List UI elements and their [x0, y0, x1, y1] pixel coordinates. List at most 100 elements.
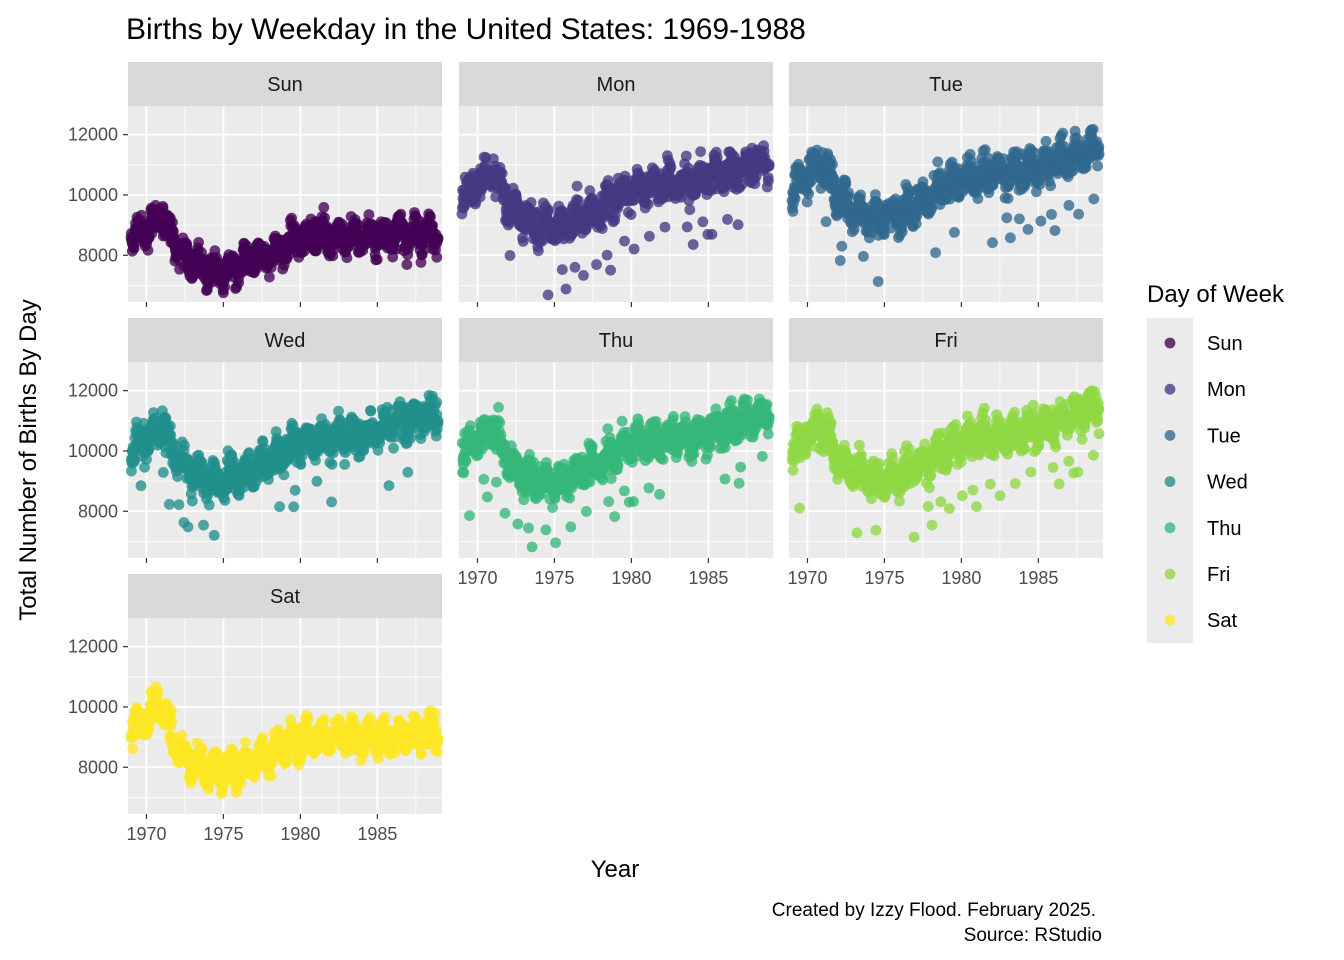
data-point [318, 202, 330, 213]
data-point [339, 459, 351, 470]
data-point [289, 484, 301, 496]
data-point [525, 197, 537, 208]
data-point [402, 466, 414, 478]
data-point [1035, 215, 1047, 227]
facet-strip-label: Tue [929, 74, 963, 96]
data-point [482, 491, 493, 503]
data-point [756, 450, 768, 462]
data-point [401, 259, 413, 270]
data-point [591, 259, 602, 270]
data-point [424, 211, 436, 223]
data-point [836, 240, 848, 252]
data-point [735, 461, 746, 473]
data-point [565, 521, 577, 533]
data-point [1087, 123, 1099, 135]
data-point [182, 521, 194, 533]
facet-strip-label: Wed [265, 330, 306, 352]
data-point [164, 420, 176, 432]
data-point [193, 237, 205, 248]
data-point [540, 524, 552, 536]
data-point [763, 175, 774, 187]
data-point [556, 264, 568, 275]
facet-strip-label: Fri [934, 330, 957, 352]
data-point [705, 441, 716, 453]
y-tick-label: 12000 [68, 381, 118, 401]
data-point [560, 283, 572, 295]
data-point [135, 480, 147, 492]
data-point [659, 221, 671, 233]
data-point [533, 245, 544, 257]
data-point [198, 519, 209, 531]
data-point [1063, 200, 1075, 211]
data-point [834, 255, 846, 266]
data-point [179, 440, 190, 451]
data-point [722, 214, 733, 225]
facet-strip [459, 62, 773, 106]
x-tick-label: 1970 [457, 568, 497, 588]
data-point [569, 261, 581, 273]
y-tick-label: 8000 [78, 501, 118, 521]
data-point [278, 469, 290, 481]
data-point [543, 204, 555, 216]
facet-strip-label: Sun [267, 74, 303, 96]
data-point [274, 501, 285, 513]
data-point [1088, 193, 1100, 205]
data-point [388, 442, 399, 454]
data-point [642, 198, 654, 210]
data-point [827, 159, 838, 170]
data-point [311, 475, 323, 487]
data-point [571, 180, 583, 192]
data-point [665, 161, 677, 173]
data-point [136, 209, 147, 221]
data-point [803, 188, 814, 200]
data-point [517, 236, 529, 247]
data-point [431, 396, 442, 408]
data-point [657, 454, 669, 465]
data-point [431, 251, 443, 263]
data-point [523, 522, 534, 534]
data-point [167, 216, 178, 228]
data-point [949, 227, 960, 238]
data-point [1045, 180, 1056, 192]
data-point [203, 499, 215, 511]
data-point [458, 467, 470, 479]
data-point [820, 216, 832, 228]
data-point [352, 218, 363, 230]
data-point [1046, 209, 1057, 220]
data-point [684, 204, 696, 216]
x-tick-label: 1985 [688, 568, 728, 588]
data-point [601, 249, 613, 261]
data-point [173, 499, 185, 510]
data-point [363, 209, 375, 221]
x-tick-label: 1975 [534, 568, 574, 588]
data-point [762, 428, 774, 440]
data-point [625, 209, 637, 221]
data-point [512, 518, 524, 530]
data-point [987, 237, 998, 249]
data-point [163, 498, 175, 510]
data-point [326, 496, 337, 508]
data-point [619, 235, 630, 247]
data-point [680, 150, 692, 162]
data-point [1057, 127, 1069, 139]
data-point [616, 415, 628, 427]
data-point [843, 187, 854, 199]
data-point [219, 281, 231, 293]
data-point [972, 193, 984, 205]
data-point [341, 252, 353, 264]
data-point [706, 228, 718, 240]
points-sun [125, 200, 444, 299]
data-point [858, 251, 869, 262]
data-point [211, 252, 223, 264]
data-point [681, 221, 693, 233]
data-point [605, 264, 616, 276]
data-point [208, 529, 220, 541]
data-point [264, 271, 275, 283]
data-point [537, 235, 548, 247]
data-point [1040, 135, 1052, 147]
data-point [596, 223, 608, 235]
